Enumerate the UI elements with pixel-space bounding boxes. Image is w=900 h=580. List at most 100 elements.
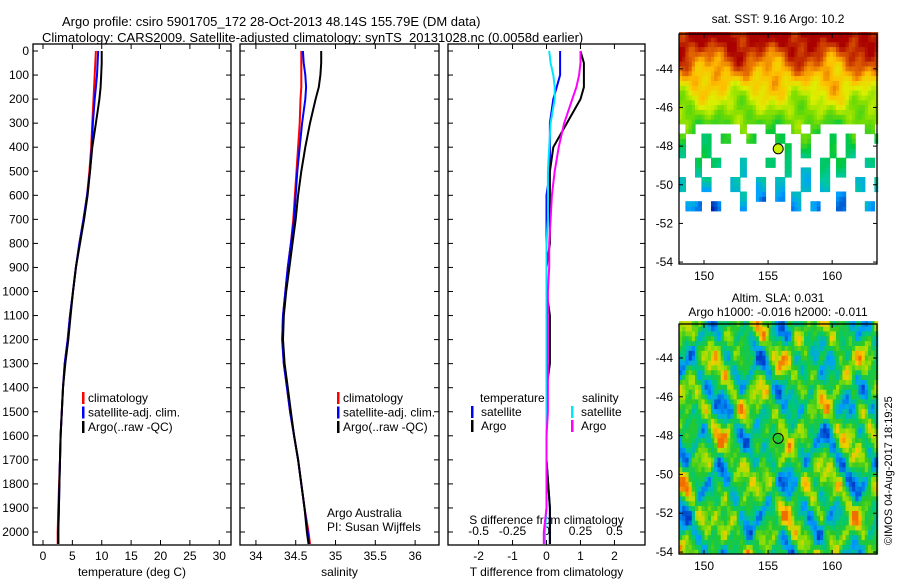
series-line-satellite-adj-clim- (57, 50, 100, 544)
x-tick-label: 35 (329, 549, 343, 563)
y-tick-label: 0 (22, 44, 29, 58)
y-tick-label: 900 (9, 260, 29, 274)
series-line-argo-raw-qc- (57, 51, 103, 544)
x-tick-label: 35.5 (364, 549, 388, 563)
lat-tick-label: -54 (656, 545, 674, 559)
legend-label: Argo (481, 419, 507, 433)
legend-swatch (571, 406, 574, 418)
figure-title-line2: Climatology: CARS2009. Satellite-adjuste… (42, 30, 584, 45)
map-image (679, 32, 879, 212)
x-tick-label: 25 (183, 549, 197, 563)
y-tick-label: 600 (9, 188, 29, 202)
x2-tick-label: -0.5 (468, 524, 489, 538)
legend-swatch (571, 420, 574, 432)
lon-tick-label: 150 (694, 559, 714, 573)
y-tick-label: 300 (9, 116, 29, 130)
lat-tick-label: -52 (656, 216, 674, 230)
lat-tick-label: -50 (656, 467, 674, 481)
y-tick-label: 1400 (2, 381, 29, 395)
series-line-argo-raw-qc- (281, 51, 323, 545)
y-tick-label: 1500 (2, 405, 29, 419)
sla-map-subtitle: Argo h1000: -0.016 h2000: -0.011 (688, 305, 868, 319)
legend-label: satellite-adj. clim. (88, 406, 180, 420)
lat-tick-label: -52 (656, 506, 674, 520)
salinity-profile: 34 34.5 35 35.5 36 salinity climatologysatelli… (239, 43, 440, 579)
pi-note: Argo Australia (327, 506, 402, 520)
x-tick-label: 2 (611, 549, 618, 563)
lon-tick-label: 155 (758, 559, 778, 573)
y-tick-label: 2000 (2, 525, 29, 539)
y-tick-label: 100 (9, 68, 29, 82)
x2-tick-label: 0 (543, 524, 550, 538)
y-tick-label: 700 (9, 212, 29, 226)
legend-label: satellite (481, 405, 522, 419)
series-line-salinity-argo (542, 51, 582, 544)
y-tick-label: 1700 (2, 453, 29, 467)
plot-frame (239, 43, 440, 546)
lat-tick-label: -44 (656, 351, 674, 365)
legend-heading: temperature (480, 391, 545, 405)
legend-swatch (82, 406, 85, 419)
x-tick-label: -2 (473, 549, 484, 563)
sst-map-title: sat. SST: 9.16 Argo: 10.2 (711, 12, 845, 26)
argo-location-marker (772, 143, 784, 155)
y-tick-label: 1000 (2, 285, 29, 299)
y-tick-label: 1100 (3, 309, 29, 323)
x-tick-label: 15 (124, 549, 138, 563)
y-tick-label: 200 (9, 92, 29, 106)
x2-tick-label: 0.25 (569, 524, 593, 538)
x-tick-label: 0 (40, 549, 47, 563)
temperature-profile: 0100200300400500600700800900100011001200… (2, 43, 232, 579)
legend-swatch (337, 392, 340, 404)
legend-swatch (337, 421, 340, 433)
legend-swatch (337, 406, 340, 419)
y-tick-label: 500 (9, 164, 29, 178)
x-tick-label: 1 (577, 549, 584, 563)
map-frame (678, 33, 878, 265)
lat-tick-label: -50 (656, 178, 674, 192)
y-tick-label: 1900 (2, 501, 29, 515)
y-tick-label: 1300 (2, 357, 29, 371)
x-axis-label: T difference from climatology (470, 565, 624, 579)
legend-swatch (82, 392, 85, 404)
series-line-climatology (56, 50, 97, 544)
lon-tick-label: 160 (822, 559, 842, 573)
plot-frame (32, 43, 232, 546)
sla-map-title: Altim. SLA: 0.031 (731, 291, 825, 305)
lon-tick-label: 150 (694, 269, 714, 283)
sst-map: 150 155 160 -44 -46 -48 -50 -52 -54 (656, 32, 879, 283)
x2-tick-label: 0.5 (606, 524, 623, 538)
x-tick-label: -1 (507, 549, 518, 563)
lat-tick-label: -46 (656, 100, 674, 114)
x-tick-label: 5 (69, 549, 76, 563)
legend-swatch (471, 406, 474, 418)
lat-tick-label: -54 (656, 255, 674, 269)
legend-heading: salinity (582, 391, 619, 405)
lat-tick-label: -46 (656, 390, 674, 404)
argo-location-marker (772, 432, 784, 444)
x-tick-label: 20 (154, 549, 168, 563)
legend-label: Argo (581, 419, 607, 433)
legend-label: satellite-adj. clim. (343, 406, 435, 420)
legend-swatch (471, 420, 474, 432)
x-tick-label: 34 (249, 549, 263, 563)
y-tick-label: 1600 (2, 429, 29, 443)
legend-label: climatology (88, 391, 148, 405)
legend-label: Argo(..raw -QC) (343, 420, 428, 434)
lon-tick-label: 160 (822, 269, 842, 283)
map-frame (678, 323, 878, 555)
x-tick-label: 10 (95, 549, 109, 563)
x-tick-label: 30 (213, 549, 227, 563)
legend-label: satellite (581, 405, 622, 419)
series-line-temperature-argo (545, 50, 585, 544)
legend-label: climatology (343, 391, 403, 405)
map-image (679, 321, 879, 555)
y-tick-label: 400 (9, 140, 29, 154)
legend-label: Argo(..raw -QC) (88, 420, 173, 434)
pi-note: PI: Susan Wijffels (327, 520, 421, 534)
x-tick-label: 0 (543, 549, 550, 563)
x-tick-label: 34.5 (284, 549, 308, 563)
x2-tick-label: -0.25 (499, 524, 527, 538)
difference-profile: -2 -1 0 1 2 T difference from climatology -0.5… (447, 43, 646, 579)
